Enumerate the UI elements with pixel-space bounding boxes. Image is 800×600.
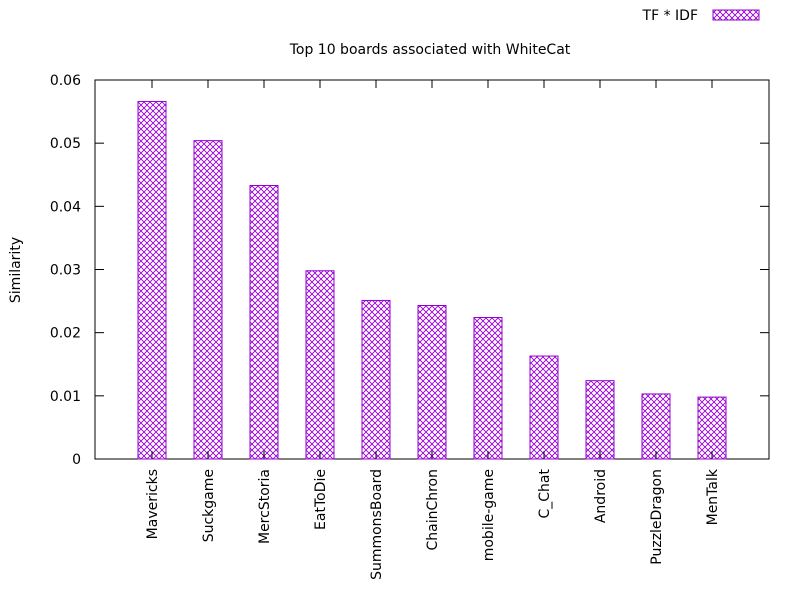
y-tick-label: 0	[72, 452, 81, 468]
x-tick-label: EatToDie	[313, 469, 329, 530]
x-tick-label: mobile-game	[481, 469, 497, 561]
bars	[137, 100, 727, 460]
x-tick-label: Android	[593, 469, 609, 523]
bar	[641, 393, 671, 460]
y-axis: 0 0.01 0.02 0.03 0.04 0.05 0.06	[50, 73, 769, 468]
legend: TF * IDF	[642, 8, 760, 24]
y-tick-label: 0.04	[50, 199, 81, 215]
bar	[697, 396, 727, 460]
legend-label: TF * IDF	[642, 8, 698, 24]
x-tick-label: ChainChron	[425, 469, 441, 551]
x-tick-label: PuzzleDragon	[649, 469, 665, 565]
x-tick-label: MercStoria	[257, 469, 273, 544]
bar	[193, 140, 223, 460]
bar	[305, 270, 335, 460]
chart-title: Top 10 boards associated with WhiteCat	[289, 42, 571, 58]
y-axis-label: Similarity	[8, 237, 24, 303]
bar	[361, 299, 391, 460]
x-tick-label: C_Chat	[537, 468, 553, 518]
y-tick-label: 0.05	[50, 136, 81, 152]
y-tick-label: 0.01	[50, 389, 81, 405]
x-tick-label: SummonsBoard	[369, 469, 385, 580]
bar	[417, 305, 447, 460]
legend-swatch	[712, 9, 760, 21]
x-axis: Mavericks Suckgame MercStoria EatToDie Summo…	[145, 80, 721, 580]
y-tick-label: 0.03	[50, 263, 81, 279]
x-tick-label: Mavericks	[145, 469, 161, 539]
y-tick-label: 0.02	[50, 326, 81, 342]
x-tick-label: MenTalk	[705, 468, 721, 525]
bar	[473, 317, 503, 460]
bar	[249, 184, 279, 460]
x-tick-label: Suckgame	[201, 469, 217, 542]
bar	[529, 355, 559, 460]
y-tick-label: 0.06	[50, 73, 81, 89]
bar	[585, 380, 615, 460]
bar	[137, 100, 167, 460]
